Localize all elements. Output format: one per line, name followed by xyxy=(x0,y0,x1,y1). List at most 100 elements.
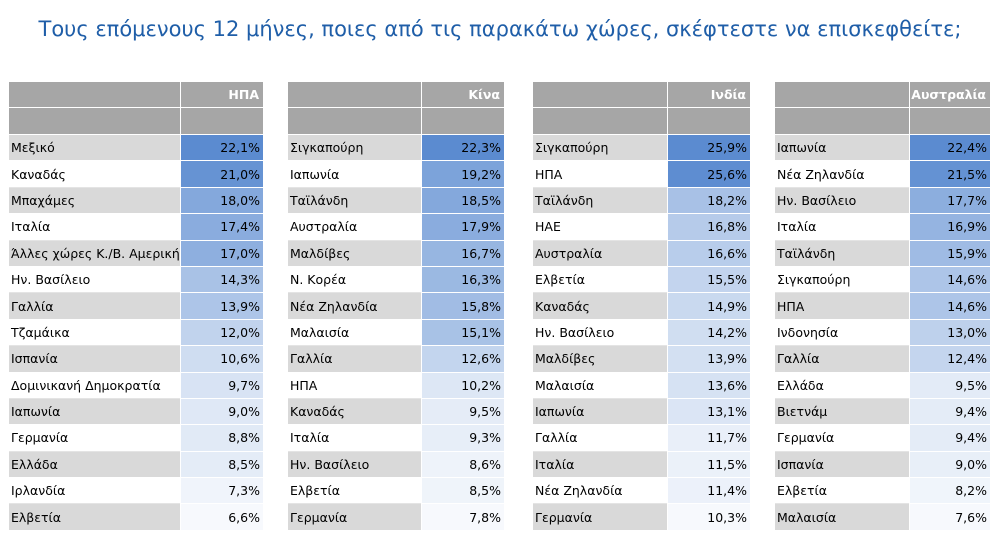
percentage-cell: 17,7% xyxy=(909,187,990,215)
table-row: Καναδάς 14,9% xyxy=(533,293,750,320)
table-row: Μπαχάμες 18,0% xyxy=(9,187,263,215)
country-cell: Γαλλία xyxy=(775,346,909,373)
country-cell: Ταϊλάνδη xyxy=(533,187,667,215)
country-cell: Ισπανία xyxy=(775,451,909,479)
table-row: Ιαπωνία 9,0% xyxy=(9,398,263,426)
country-cell: Μαλδίβες xyxy=(288,240,421,267)
percentage-cell: 25,6% xyxy=(667,161,750,188)
table-header-row: ΗΠΑ xyxy=(9,82,263,108)
table-row: Ιταλία 9,3% xyxy=(288,425,504,452)
country-cell: Ιταλία xyxy=(533,451,667,479)
table-header-row: Αυστραλία xyxy=(775,82,990,108)
percentage-cell: 7,3% xyxy=(180,478,263,505)
country-cell: Ιταλία xyxy=(775,214,909,241)
percentage-cell: 12,4% xyxy=(909,346,990,373)
percentage-cell: 9,0% xyxy=(180,398,263,426)
percentage-cell: 11,5% xyxy=(667,451,750,479)
country-cell: Γαλλία xyxy=(288,346,421,373)
table-row: Σιγκαπούρη 14,6% xyxy=(775,266,990,294)
subheader-blank-cell xyxy=(180,108,263,135)
table-row: Γερμανία 8,8% xyxy=(9,425,263,452)
subheader-blank-cell xyxy=(775,108,909,135)
percentage-cell: 17,0% xyxy=(180,240,263,267)
country-cell: Γερμανία xyxy=(533,504,667,531)
percentage-cell: 15,5% xyxy=(667,266,750,294)
table-row: Ισπανία 9,0% xyxy=(775,451,990,479)
percentage-cell: 14,9% xyxy=(667,293,750,320)
country-cell: Μαλδίβες xyxy=(533,346,667,373)
ranking-table: ΗΠΑ Μεξικό 22,1% Καναδάς 21,0% Μπαχάμες 18,0% Ι… xyxy=(9,82,263,531)
country-cell: ΗΠΑ xyxy=(533,161,667,188)
percentage-cell: 18,5% xyxy=(421,187,504,215)
percentage-cell: 13,6% xyxy=(667,372,750,399)
percentage-cell: 9,4% xyxy=(909,425,990,452)
source-market-header: Αυστραλία xyxy=(909,82,990,108)
percentage-cell: 17,9% xyxy=(421,214,504,241)
country-cell: Ιταλία xyxy=(9,214,180,241)
subheader-blank-cell xyxy=(667,108,750,135)
percentage-cell: 14,3% xyxy=(180,266,263,294)
table-row: Ιταλία 11,5% xyxy=(533,451,750,479)
table-row: Γαλλία 12,6% xyxy=(288,346,504,373)
ranking-table: Ινδία Σιγκαπούρη 25,9% ΗΠΑ 25,6% Ταϊλάνδη 18,2… xyxy=(533,82,750,531)
percentage-cell: 16,6% xyxy=(667,240,750,267)
country-cell: Μαλαισία xyxy=(775,504,909,531)
table-row: Μαλαισία 15,1% xyxy=(288,319,504,347)
country-cell: Μαλαισία xyxy=(533,372,667,399)
percentage-cell: 13,9% xyxy=(667,346,750,373)
table-subheader-row xyxy=(775,108,990,135)
table-row: Μεξικό 22,1% xyxy=(9,135,263,162)
table-row: Ην. Βασίλειο 14,2% xyxy=(533,319,750,347)
percentage-cell: 13,0% xyxy=(909,319,990,347)
country-cell: Ην. Βασίλειο xyxy=(775,187,909,215)
table-row: Αυστραλία 16,6% xyxy=(533,240,750,267)
table-row: Ιαπωνία 13,1% xyxy=(533,398,750,426)
table-header-row: Κίνα xyxy=(288,82,504,108)
country-cell: Ταϊλάνδη xyxy=(775,240,909,267)
table-row: Γαλλία 12,4% xyxy=(775,346,990,373)
country-cell: Ιαπωνία xyxy=(775,135,909,162)
country-cell: Αυστραλία xyxy=(288,214,421,241)
table-row: Ιταλία 17,4% xyxy=(9,214,263,241)
header-blank-cell xyxy=(9,82,180,108)
country-cell: Ιρλανδία xyxy=(9,478,180,505)
percentage-cell: 9,7% xyxy=(180,372,263,399)
percentage-cell: 8,8% xyxy=(180,425,263,452)
country-cell: Δομινικανή Δημοκρατία xyxy=(9,372,180,399)
table-row: Ταϊλάνδη 15,9% xyxy=(775,240,990,267)
percentage-cell: 9,4% xyxy=(909,398,990,426)
percentage-cell: 22,3% xyxy=(421,135,504,162)
percentage-cell: 14,6% xyxy=(909,266,990,294)
percentage-cell: 10,3% xyxy=(667,504,750,531)
table-row: Γαλλία 11,7% xyxy=(533,425,750,452)
percentage-cell: 13,1% xyxy=(667,398,750,426)
percentage-cell: 10,2% xyxy=(421,372,504,399)
table-subheader-row xyxy=(288,108,504,135)
country-cell: Ελλάδα xyxy=(9,451,180,479)
table-row: Ταϊλάνδη 18,5% xyxy=(288,187,504,215)
table-row: Ιταλία 16,9% xyxy=(775,214,990,241)
country-cell: Γερμανία xyxy=(9,425,180,452)
percentage-cell: 9,5% xyxy=(909,372,990,399)
ranking-table: Κίνα Σιγκαπούρη 22,3% Ιαπωνία 19,2% Ταϊλάνδη 1… xyxy=(288,82,504,531)
country-cell: Γαλλία xyxy=(533,425,667,452)
table-row: Ελβετία 8,2% xyxy=(775,478,990,505)
table-row: Ιαπωνία 22,4% xyxy=(775,135,990,162)
table-row: Μαλαισία 13,6% xyxy=(533,372,750,399)
subheader-blank-cell xyxy=(533,108,667,135)
table-row: Ν. Κορέα 16,3% xyxy=(288,266,504,294)
percentage-cell: 15,9% xyxy=(909,240,990,267)
table-row: Ισπανία 10,6% xyxy=(9,346,263,373)
table-row: Καναδάς 9,5% xyxy=(288,398,504,426)
subheader-blank-cell xyxy=(909,108,990,135)
percentage-cell: 10,6% xyxy=(180,346,263,373)
table-subheader-row xyxy=(9,108,263,135)
country-cell: Ινδονησία xyxy=(775,319,909,347)
percentage-cell: 8,5% xyxy=(180,451,263,479)
table-row: Ιρλανδία 7,3% xyxy=(9,478,263,505)
country-cell: Μαλαισία xyxy=(288,319,421,347)
country-cell: Γαλλία xyxy=(9,293,180,320)
country-cell: Γερμανία xyxy=(288,504,421,531)
table-row: Βιετνάμ 9,4% xyxy=(775,398,990,426)
percentage-cell: 12,6% xyxy=(421,346,504,373)
